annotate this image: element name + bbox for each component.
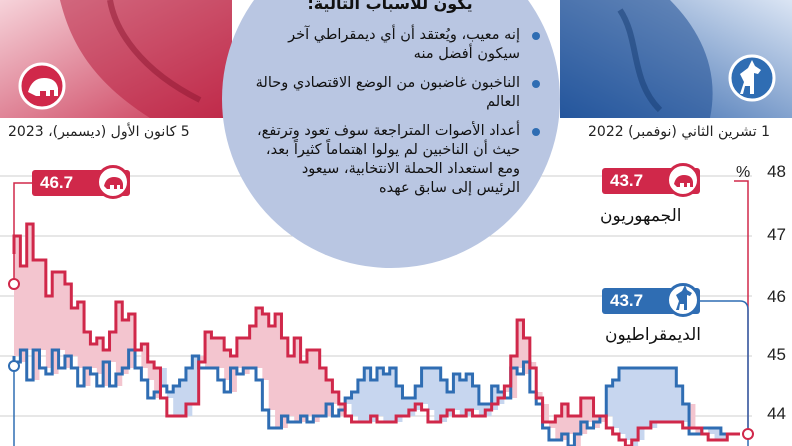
y-tick-label: 44 (767, 404, 786, 423)
republican-end-value: 46.7 (40, 173, 74, 192)
bullet-icon (532, 32, 540, 40)
republican-end-marker (8, 278, 20, 290)
democrat-start-leader (700, 300, 749, 446)
donkey-icon (666, 283, 700, 317)
reason-item: أعداد الأصوات المتراجعة سوف تعود وترتفع،… (255, 122, 540, 198)
democrat-portrait (560, 0, 792, 118)
bullet-icon (532, 80, 540, 88)
republican-series-label: الجمهوريون (600, 206, 682, 226)
reason-item: الناخبون غاضبون من الوضع الاقتصادي وحالة… (255, 74, 540, 112)
republican-start-tag: 43.7 (602, 163, 700, 197)
elephant-icon (666, 163, 700, 197)
y-tick-label: 48 (767, 162, 786, 181)
democrat-lead-area (701, 428, 728, 440)
democrat-start-value: 43.7 (610, 291, 644, 310)
democrat-lead-area (345, 368, 505, 422)
reason-text: إنه معيب، ويُعتقد أن أي ديمقراطي آخر سيك… (288, 27, 520, 62)
reasons-list: إنه معيب، ويُعتقد أن أي ديمقراطي آخر سيك… (255, 26, 540, 208)
start-date-label: 1 تشرين الثاني (نوفمبر) 2022 (588, 124, 771, 140)
democrat-lead-area (606, 368, 690, 446)
reason-text: أعداد الأصوات المتراجعة سوف تعود وترتفع،… (256, 123, 520, 196)
republican-lead-area (14, 224, 161, 398)
reason-text: الناخبون غاضبون من الوضع الاقتصادي وحالة… (255, 75, 520, 110)
y-tick-label: 47 (767, 225, 786, 244)
explanation-bubble (222, 0, 560, 268)
republican-series-line (12, 222, 740, 446)
democrat-start-tag: 43.7 (602, 283, 700, 317)
republican-end-tag: 46.7 (32, 165, 130, 199)
y-tick-label: 45 (767, 345, 786, 364)
y-tick-label: 46 (767, 287, 786, 306)
democrat-end-marker (8, 360, 20, 372)
y-unit-label: % (736, 164, 751, 181)
democrat-series-label: الديمقراطيون (605, 325, 702, 345)
republican-leader-line (13, 182, 32, 284)
reason-item: إنه معيب، ويُعتقد أن أي ديمقراطي آخر سيك… (255, 26, 540, 64)
democrat-series-line (12, 348, 740, 446)
republican-portrait (0, 0, 232, 118)
elephant-icon (96, 165, 130, 199)
bullet-icon (532, 128, 540, 136)
republican-start-leader (734, 180, 749, 428)
republican-lead-area (198, 308, 346, 428)
end-date-label: 5 كانون الأول (ديسمبر)، 2023 (8, 124, 190, 140)
republican-start-value: 43.7 (610, 171, 644, 190)
bubble-title: يكون للأسباب التالية: (307, 0, 473, 13)
republican-start-marker (742, 428, 754, 440)
